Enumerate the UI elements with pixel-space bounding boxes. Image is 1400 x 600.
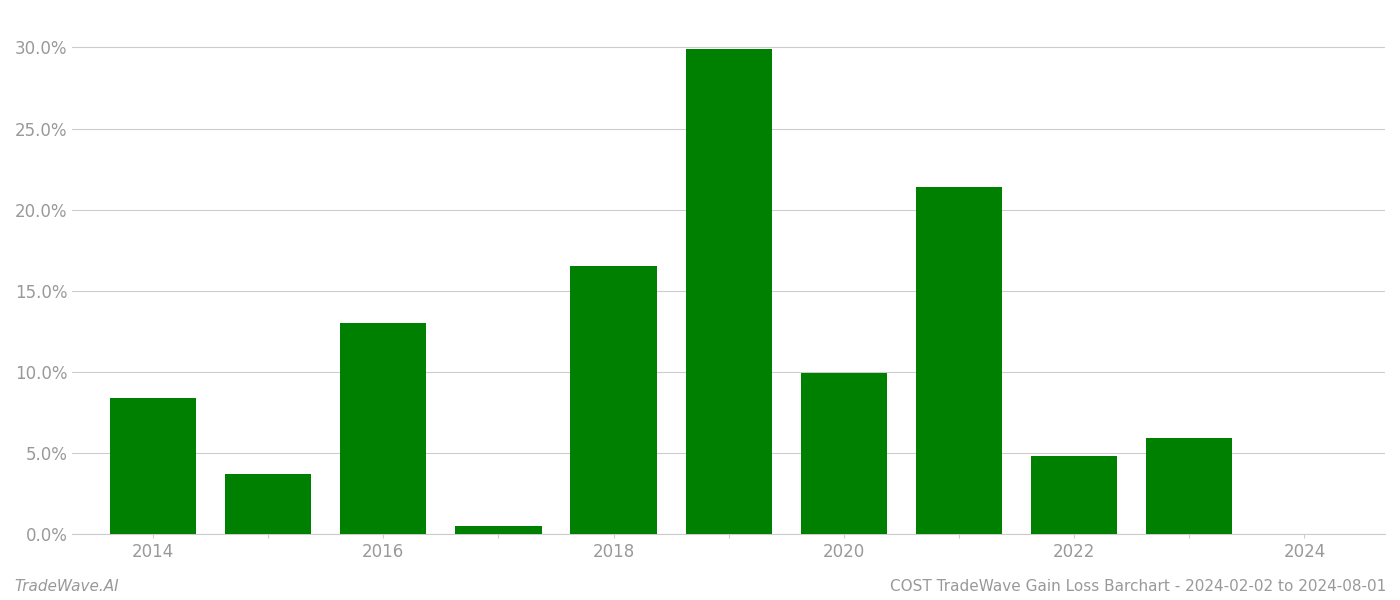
Bar [916,187,1002,534]
Bar [686,49,771,534]
Bar [455,526,542,534]
Bar [109,398,196,534]
Bar [340,323,427,534]
Bar [801,373,888,534]
Bar [1030,456,1117,534]
Text: COST TradeWave Gain Loss Barchart - 2024-02-02 to 2024-08-01: COST TradeWave Gain Loss Barchart - 2024… [890,579,1386,594]
Bar [1147,438,1232,534]
Bar [225,474,311,534]
Bar [570,266,657,534]
Text: TradeWave.AI: TradeWave.AI [14,579,119,594]
